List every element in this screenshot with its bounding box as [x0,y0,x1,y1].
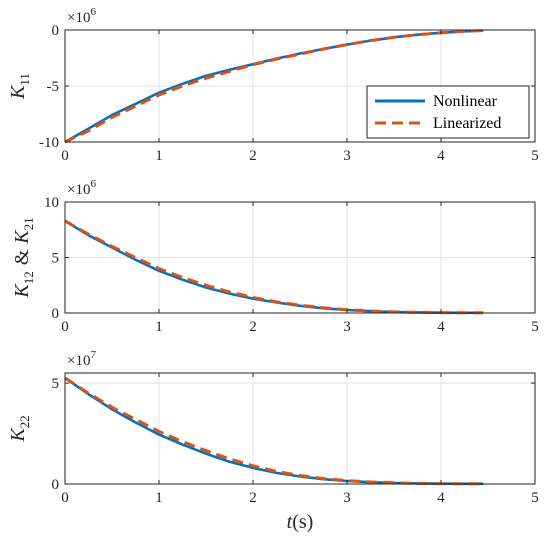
x-tick-label: 0 [61,490,69,506]
x-tick-label: 1 [155,319,163,335]
y-tick-label: 0 [52,306,60,322]
series-line-linearized [64,376,484,486]
legend-box [366,85,530,139]
y-tick-label: -5 [47,79,60,95]
x-tick-label: 2 [249,319,257,335]
y-axis-label-symbol: K [11,283,33,299]
x-axis-label: t(s) [287,511,314,533]
y-axis-label-symbol-2: K [11,229,33,245]
axis-exponent: ×107 [67,349,96,369]
y-axis-label-symbol: K [7,84,29,100]
y-axis-label-subscript: 12 [21,271,36,284]
y-axis-label-subscript: 11 [17,73,32,86]
subplot-1: 0 1 2 3 4 5 -10 -5 0 ×106 K11 Nonlinear Linearized [7,6,539,164]
x-tick-label: 5 [531,490,539,506]
x-tick-label: 4 [437,319,445,335]
y-axis-label: K12&K21 [11,217,36,298]
axes-frame [64,372,536,485]
x-tick-label: 0 [61,148,69,164]
axis-exponent-power: 6 [90,178,96,190]
x-axis-label-symbol: t [287,511,293,533]
x-tick-label: 1 [155,148,163,164]
y-axis-label-subscript: 22 [17,415,32,428]
subplot-3: 0 1 2 3 4 5 0 5 ×107 K22 t(s) [7,349,539,533]
y-axis-label: K22 [7,415,32,442]
axis-exponent-base: ×10 [67,10,90,26]
x-tick-label: 5 [531,319,539,335]
axis-exponent: ×106 [67,6,96,26]
legend-label: Linearized [433,115,501,132]
y-axis-label: K11 [7,73,32,100]
x-tick-label: 1 [155,490,163,506]
y-axis-label-subscript-2: 21 [21,217,36,230]
y-axis-label-amp: & [11,249,33,265]
y-tick-label: 5 [52,251,60,267]
axis-exponent-base: ×10 [67,182,90,198]
x-tick-label: 2 [249,148,257,164]
axis-exponent-base: ×10 [67,353,90,369]
legend-label: Nonlinear [433,93,498,110]
x-tick-label: 3 [343,148,351,164]
y-axis-label-symbol: K [7,427,29,443]
axis-exponent-power: 6 [90,6,96,18]
x-tick-label: 2 [249,490,257,506]
y-tick-label: 10 [44,195,59,211]
x-tick-label: 3 [343,490,351,506]
y-tick-label: 0 [52,477,60,493]
plot-area [65,373,535,484]
x-tick-label: 3 [343,319,351,335]
axis-exponent: ×106 [67,178,96,198]
x-axis-label-unit: (s) [292,511,313,533]
series-line-linearized [64,219,484,315]
legend: Nonlinear Linearized [366,85,530,139]
x-tick-label: 4 [437,490,445,506]
y-tick-label: 0 [52,23,60,39]
x-tick-label: 5 [531,148,539,164]
axis-exponent-power: 7 [90,349,96,361]
y-tick-label: 5 [52,376,60,392]
x-tick-label: 4 [437,148,445,164]
series-line-linearized [64,29,484,144]
y-tick-label: -10 [39,135,59,151]
x-tick-label: 0 [61,319,69,335]
